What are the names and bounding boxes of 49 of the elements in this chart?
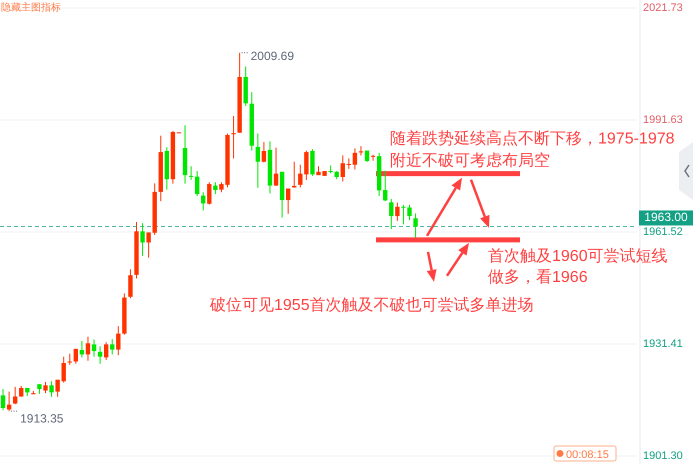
annotation: 做多，看1966 [488,268,588,286]
candlestick [389,198,394,230]
candlestick [256,132,260,188]
annotation: 00:08:15 [566,449,609,461]
y-tick-label: 1991.63 [643,114,683,126]
candlestick [0,388,6,411]
candlestick [140,222,145,256]
ref-line-label: 1963.00 [644,210,688,224]
candlestick [262,142,266,163]
candlestick [86,336,90,362]
candlestick [364,150,370,163]
candlestick [74,348,78,364]
annotation: 2009.69 [250,48,294,63]
annotation: 破位可见1955首次触及不破也可尝试多单进场 [209,296,534,314]
candlestick [104,342,108,361]
candlestick [310,148,315,176]
candlestick [274,147,278,186]
candlestick [207,182,212,206]
candlestick [201,192,206,211]
candlestick [292,161,296,188]
candlestick [19,386,24,398]
y-tick-label: 2021.73 [643,2,683,14]
y-tick-label: 1901.30 [643,450,683,462]
candlestick [110,338,114,355]
y-tick-label: 1931.41 [643,338,683,350]
candlestick [6,391,12,412]
annotation: 首次触及1960可尝试短线 [488,246,668,265]
candlestick [395,202,400,222]
candlestick [213,182,218,195]
y-tick-label: 1961.52 [643,226,683,238]
candlestick [68,353,72,366]
candlestick [407,204,412,221]
candlestick [328,164,333,174]
annotation: 随着跌势延续高点不断下移，1975-1978 [390,130,675,148]
annotation: 附近不破可考虑布局空 [390,152,550,170]
candlestick [49,380,54,398]
candlestick [37,384,42,394]
annotation: 隐藏主图指标 [1,2,61,14]
candlestick [401,204,406,225]
candlestick [98,346,102,364]
candlestick [413,212,418,238]
candlestick [231,115,236,159]
candlestick [116,326,120,356]
candlestick [286,188,290,214]
candlestick [128,268,133,299]
candlestick [219,182,224,193]
annotation: 1913.35 [20,411,64,426]
candlestick [12,386,18,405]
candlestick [80,340,84,358]
